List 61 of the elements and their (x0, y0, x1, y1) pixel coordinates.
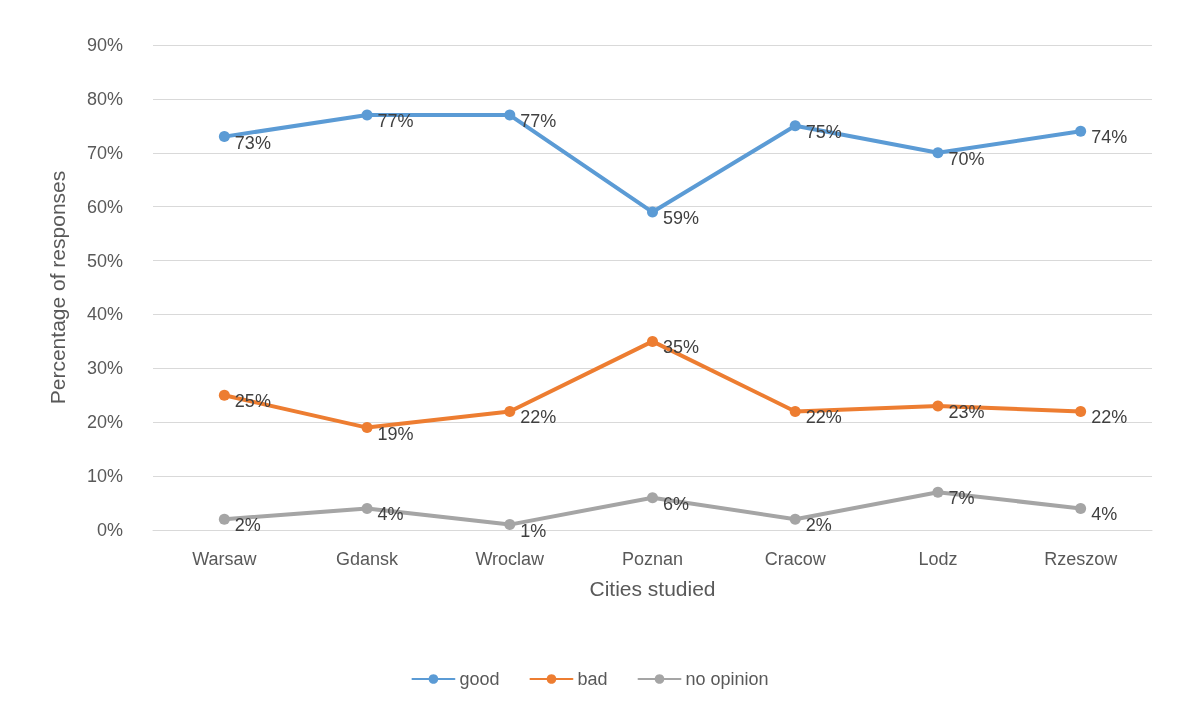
x-tick-label: Gdansk (336, 549, 400, 569)
point (218, 131, 230, 143)
x-tick-label: Warsaw (192, 549, 258, 569)
point (361, 422, 373, 434)
x-axis-title: Cities studied (589, 577, 716, 600)
point (647, 206, 658, 218)
data-label: 2% (805, 515, 832, 536)
legend-label: bad (577, 669, 608, 689)
point (1075, 125, 1087, 137)
point (932, 400, 944, 412)
point (218, 513, 230, 525)
point (504, 519, 516, 531)
data-label: 59% (663, 208, 700, 229)
point (932, 486, 944, 498)
data-label: 19% (377, 423, 414, 444)
y-tick-label: 30% (86, 358, 123, 379)
data-label: 2% (234, 515, 261, 536)
data-label: 35% (663, 337, 700, 358)
point (504, 405, 516, 417)
data-label: 74% (1091, 127, 1128, 148)
point (504, 109, 516, 121)
data-label: 77% (377, 111, 414, 132)
x-tick-label: Lodz (918, 549, 958, 569)
y-tick-label: 50% (86, 250, 123, 271)
y-tick-label: 0% (96, 520, 123, 540)
y-tick-label: 90% (86, 35, 123, 55)
y-tick-label: 40% (86, 304, 123, 325)
data-label: 4% (1091, 504, 1118, 525)
legend-label: good (459, 669, 500, 689)
x-tick-label: Cracow (764, 549, 827, 569)
data-label: 4% (377, 504, 404, 525)
point (361, 109, 373, 121)
legend-label: no opinion (685, 669, 769, 689)
data-label: 73% (234, 132, 271, 153)
point (789, 405, 801, 417)
x-tick-label: Poznan (621, 549, 684, 569)
x-tick-label: Wroclaw (475, 549, 546, 569)
data-label: 70% (948, 148, 985, 169)
point (361, 502, 373, 514)
data-label: 22% (805, 407, 842, 428)
data-label: 7% (948, 488, 975, 509)
point (647, 492, 658, 504)
point (932, 147, 944, 159)
point (647, 335, 658, 347)
y-tick-label: 80% (86, 88, 123, 109)
data-label: 6% (663, 493, 690, 514)
data-label: 77% (520, 111, 557, 132)
point (218, 389, 230, 401)
data-label: 22% (520, 407, 557, 428)
data-label: 1% (520, 520, 547, 541)
y-tick-label: 10% (86, 466, 123, 487)
y-tick-label: 20% (86, 412, 123, 433)
point (1075, 405, 1087, 417)
y-axis-title: Percentage of responses (46, 170, 69, 405)
y-tick-label: 70% (86, 142, 123, 163)
point (1075, 502, 1087, 514)
point (789, 120, 801, 132)
data-label: 22% (1091, 407, 1128, 428)
x-tick-label: Rzeszow (1044, 549, 1119, 569)
point (789, 513, 801, 525)
y-tick-label: 60% (86, 196, 123, 217)
